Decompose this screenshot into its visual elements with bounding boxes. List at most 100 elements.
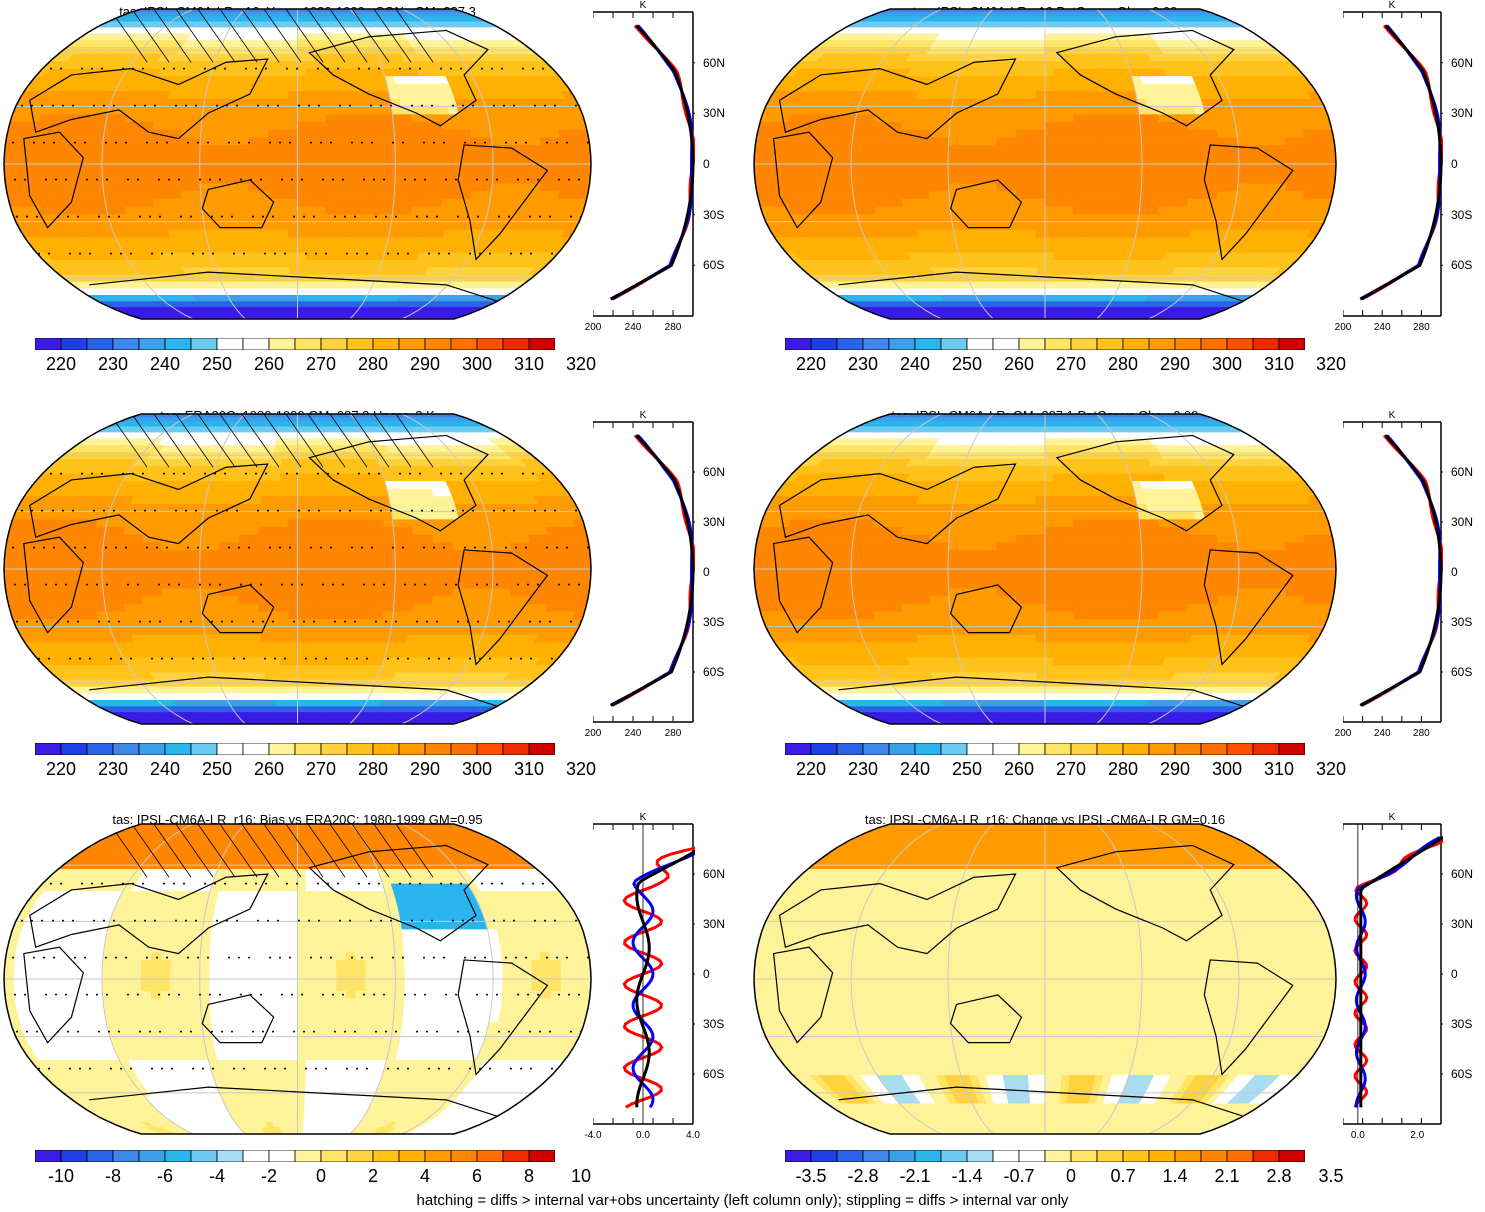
profile-line-reference (609, 434, 695, 707)
colorbar-swatch (966, 1150, 994, 1162)
colorbar-tick-label: 250 (201, 759, 233, 779)
colorbar-swatch (242, 338, 270, 350)
map-p1 (3, 8, 592, 320)
colorbar-swatch (138, 1150, 166, 1162)
profile-x-tick-label: 200 (584, 728, 602, 739)
latitude-label: 30N (1451, 917, 1474, 931)
colorbar-swatch (35, 338, 62, 350)
profile-line-model (611, 434, 694, 707)
profile-line-obs (611, 434, 695, 707)
colorbar-tick-label: 10 (570, 1166, 592, 1186)
profile-line-obs (622, 846, 695, 1109)
colorbar-swatch (810, 1150, 838, 1162)
latitude-label: 30N (703, 515, 726, 529)
zonal-profile-p3 (593, 421, 695, 723)
profile-x-tick-label: 280 (1413, 728, 1430, 739)
colorbar-tick-label: 280 (357, 354, 389, 374)
colorbar-swatch (424, 743, 452, 755)
colorbar-p4 (785, 743, 1305, 755)
profile-x-tick-label: 240 (624, 322, 642, 333)
colorbar-tick-label: 6 (471, 1166, 483, 1186)
colorbar-tick-label: 220 (45, 354, 77, 374)
colorbar-swatch (1044, 338, 1072, 350)
latitude-label: 30S (1451, 1017, 1473, 1031)
profile-line-obs (611, 24, 695, 301)
colorbar-swatch (294, 338, 322, 350)
colorbar-tick-label: 290 (409, 759, 441, 779)
latitude-label: 60S (703, 1067, 725, 1081)
footer-note: hatching = diffs > internal var+obs unce… (416, 1192, 1069, 1209)
colorbar-swatch (1018, 743, 1046, 755)
colorbar-labels: 220 230 240 250 260 270 280 290 300 310 320 (35, 759, 596, 781)
colorbar-tick-label: 0.7 (1110, 1166, 1136, 1186)
colorbar-tick-label: 320 (1315, 354, 1347, 374)
latitude-label: 60N (703, 867, 726, 881)
colorbar-tick-label: 230 (97, 759, 129, 779)
colorbar-swatch (398, 1150, 426, 1162)
colorbar-tick-label: -3.5 (795, 1166, 827, 1186)
zonal-profile-p6 (1343, 823, 1443, 1125)
latitude-label: 30S (703, 1017, 725, 1031)
latitude-label: 60S (703, 258, 725, 273)
zonal-profile-p1 (593, 11, 695, 317)
colorbar-swatch (1018, 338, 1046, 350)
latitude-label: 60S (1451, 258, 1473, 273)
map-p4 (753, 413, 1337, 725)
colorbar-swatch (1278, 1150, 1305, 1162)
colorbar-swatch (992, 338, 1020, 350)
profile-x-tick-label: 240 (624, 728, 642, 739)
colorbar-tick-label: 290 (409, 354, 441, 374)
colorbar-tick-label: 280 (1107, 354, 1139, 374)
colorbar-tick-label: 250 (201, 354, 233, 374)
colorbar-swatch (190, 338, 218, 350)
colorbar-swatch (1252, 1150, 1280, 1162)
colorbar-swatch (888, 743, 916, 755)
latitude-label: 60N (1451, 465, 1474, 479)
colorbar-tick-label: 290 (1159, 759, 1191, 779)
colorbar-swatch (836, 1150, 864, 1162)
profile-x-tick-label: 280 (664, 322, 682, 333)
colorbar-tick-label: 260 (1003, 354, 1035, 374)
colorbar-swatch (785, 338, 812, 350)
colorbar-tick-label: -2.1 (899, 1166, 931, 1186)
colorbar-swatch (86, 338, 114, 350)
zonal-profile-p4 (1343, 421, 1443, 723)
colorbar-swatch (112, 338, 140, 350)
colorbar-tick-label: 240 (149, 759, 181, 779)
colorbar-tick-label: 280 (1107, 759, 1139, 779)
colorbar-swatch (35, 1150, 62, 1162)
colorbar-swatch (476, 338, 504, 350)
colorbar-swatch (60, 1150, 88, 1162)
colorbar-swatch (1096, 338, 1124, 350)
colorbar-swatch (216, 743, 244, 755)
colorbar-swatch (320, 1150, 348, 1162)
latitude-label: 30S (703, 207, 725, 222)
latitude-label: 60S (1451, 665, 1473, 679)
colorbar-swatch (476, 743, 504, 755)
colorbar-tick-label: 260 (253, 759, 285, 779)
colorbar-swatch (914, 743, 942, 755)
colorbar-tick-label: 270 (305, 354, 337, 374)
colorbar-swatch (1174, 743, 1202, 755)
profile-line-reference (1359, 836, 1443, 1108)
colorbar-swatch (940, 338, 968, 350)
colorbar-swatch (1226, 743, 1254, 755)
colorbar-swatch (528, 743, 555, 755)
colorbar-p2 (785, 338, 1305, 350)
colorbar-swatch (1096, 1150, 1124, 1162)
colorbar-tick-label: 290 (1159, 354, 1191, 374)
latitude-label: 60N (703, 55, 726, 70)
colorbar-swatch (940, 1150, 968, 1162)
colorbar-swatch (424, 338, 452, 350)
colorbar-swatch (1226, 1150, 1254, 1162)
colorbar-swatch (1122, 338, 1150, 350)
profile-x-tick-label: 4.0 (686, 1130, 700, 1141)
colorbar-swatch (1278, 743, 1305, 755)
colorbar-swatch (372, 1150, 400, 1162)
colorbar-p1 (35, 338, 555, 350)
colorbar-tick-label: -8 (104, 1166, 122, 1186)
latitude-label: 60S (1451, 1067, 1473, 1081)
colorbar-swatch (528, 338, 555, 350)
colorbar-swatch (35, 743, 62, 755)
colorbar-tick-label: -10 (47, 1166, 75, 1186)
